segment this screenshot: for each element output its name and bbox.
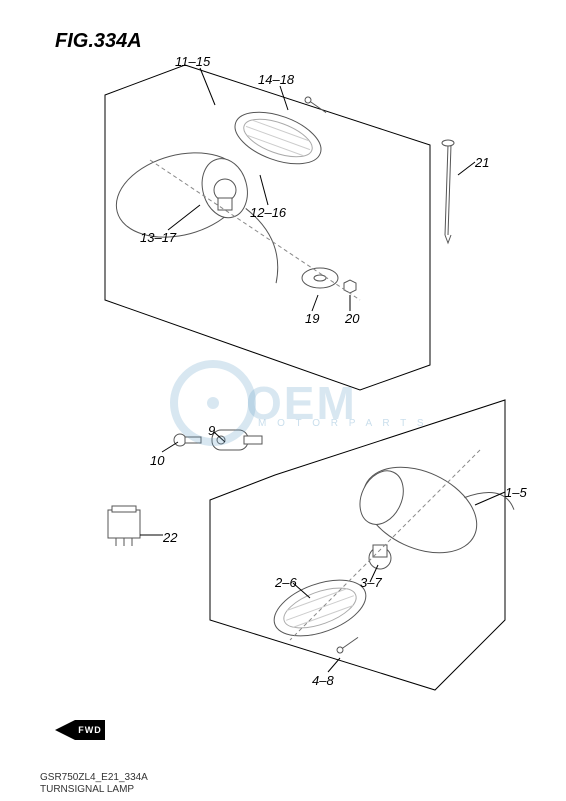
upper-gasket bbox=[302, 268, 338, 288]
upper-lamp-body bbox=[107, 136, 284, 318]
callout-13-17: 13‒17 bbox=[140, 230, 176, 245]
callout-12-16: 12‒16 bbox=[250, 205, 286, 220]
watermark-icon bbox=[170, 360, 256, 446]
callout-22: 22 bbox=[163, 530, 177, 545]
clamp bbox=[442, 140, 454, 243]
callout-19: 19 bbox=[305, 311, 319, 326]
callout-11-15: 11‒15 bbox=[175, 54, 210, 69]
lower-screw bbox=[336, 635, 360, 654]
callout-14-18: 14‒18 bbox=[258, 72, 294, 87]
watermark: OEM bbox=[170, 360, 357, 446]
callout-4-8: 4‒8 bbox=[312, 673, 334, 688]
callout-3-7: 3‒7 bbox=[360, 575, 382, 590]
fwd-arrow-icon bbox=[55, 720, 75, 740]
fwd-body: FWD bbox=[75, 720, 105, 740]
fwd-indicator: FWD bbox=[55, 720, 105, 740]
callout-10: 10 bbox=[150, 453, 164, 468]
callout-20: 20 bbox=[345, 311, 359, 326]
upper-lens bbox=[228, 102, 328, 174]
callout-2-6: 2‒6 bbox=[275, 575, 297, 590]
fwd-label: FWD bbox=[78, 725, 102, 735]
relay bbox=[108, 506, 140, 546]
upper-nut bbox=[344, 280, 356, 293]
callout-1-5: 1‒5 bbox=[505, 485, 527, 500]
footer-line2: TURNSIGNAL LAMP bbox=[40, 784, 134, 795]
lower-bulb bbox=[369, 545, 391, 569]
footer-line1: GSR750ZL4_E21_334A bbox=[40, 772, 148, 783]
watermark-sub: M O T O R P A R T S bbox=[258, 418, 428, 429]
callout-21: 21 bbox=[475, 155, 489, 170]
